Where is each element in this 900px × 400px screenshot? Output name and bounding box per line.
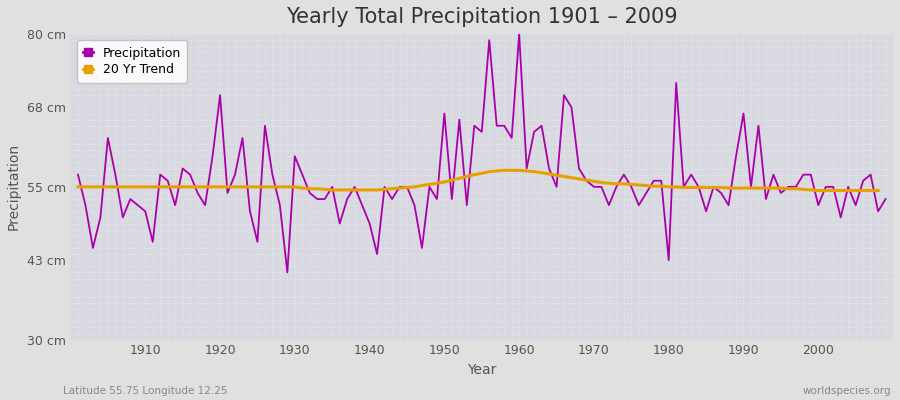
Text: worldspecies.org: worldspecies.org (803, 386, 891, 396)
Legend: Precipitation, 20 Yr Trend: Precipitation, 20 Yr Trend (76, 40, 187, 82)
X-axis label: Year: Year (467, 363, 497, 377)
Title: Yearly Total Precipitation 1901 – 2009: Yearly Total Precipitation 1901 – 2009 (286, 7, 678, 27)
Text: Latitude 55.75 Longitude 12.25: Latitude 55.75 Longitude 12.25 (63, 386, 228, 396)
Y-axis label: Precipitation: Precipitation (7, 143, 21, 230)
